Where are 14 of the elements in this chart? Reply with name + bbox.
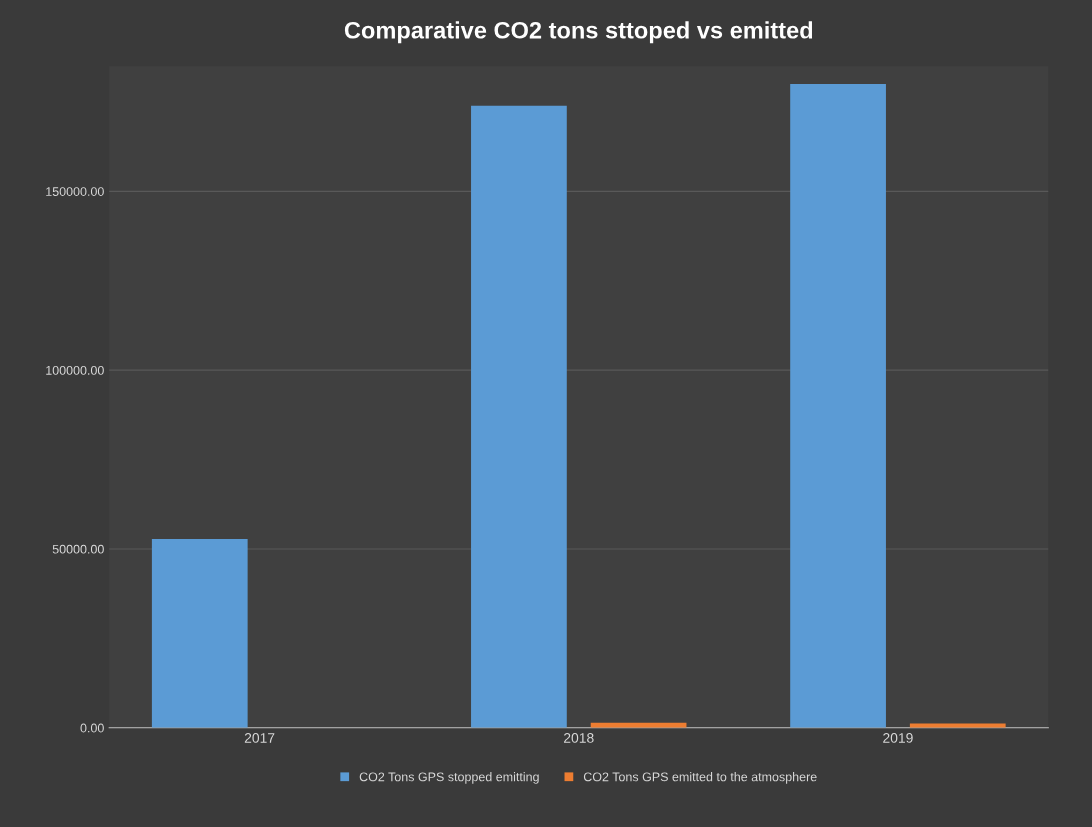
bar bbox=[790, 84, 886, 728]
bar bbox=[909, 723, 1006, 728]
y-tick-label: 150000.00 bbox=[46, 187, 104, 196]
legend-label: CO2 Tons GPS emitted to the atmosphere bbox=[583, 772, 817, 784]
x-tick-label: 2017 bbox=[244, 732, 275, 743]
bar bbox=[151, 538, 248, 728]
y-tick-label: 100000.00 bbox=[46, 365, 104, 375]
chart-title: Comparative CO2 tons sttoped vs emitted bbox=[344, 21, 813, 44]
y-tick-label: 50000.00 bbox=[52, 544, 104, 554]
y-tick-label: 0.00 bbox=[80, 723, 104, 733]
bar bbox=[471, 105, 567, 728]
legend-label: CO2 Tons GPS stopped emitting bbox=[359, 772, 539, 784]
x-tick-label: 2018 bbox=[564, 732, 594, 743]
x-tick-label: 2019 bbox=[883, 732, 913, 743]
